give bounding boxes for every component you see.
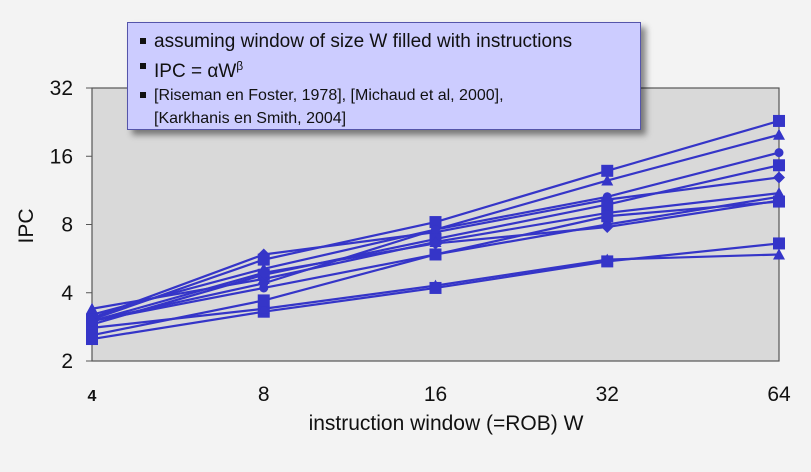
- bullet-icon: [140, 92, 146, 98]
- x-tick-label: 64: [767, 383, 791, 406]
- data-point: [257, 253, 270, 266]
- note-references: [Riseman en Foster, 1978], [Michaud et a…: [154, 84, 504, 130]
- formula-prefix: IPC =: [154, 61, 208, 82]
- data-point: [774, 148, 784, 158]
- data-point: [773, 114, 785, 127]
- note-row-2: IPC = αWβ: [138, 54, 630, 84]
- y-tick-label: 4: [61, 282, 73, 305]
- bullet-icon: [140, 63, 146, 69]
- series-layer: [86, 114, 785, 346]
- x-tick-label: 16: [424, 383, 447, 406]
- data-point: [429, 216, 442, 229]
- x-axis-title: instruction window (=ROB) W: [309, 412, 584, 435]
- data-point: [86, 308, 98, 320]
- y-axis-ticks: 2 4 8 16 32: [50, 77, 92, 373]
- data-point: [773, 237, 785, 250]
- y-tick-label: 16: [50, 145, 73, 168]
- data-point: [429, 279, 442, 291]
- x-axis-ticks: 4 8 16 32 64: [88, 383, 791, 406]
- y-tick-label: 8: [61, 214, 73, 237]
- x-tick-label: 4: [88, 388, 97, 405]
- data-point: [601, 164, 614, 177]
- data-point: [601, 198, 614, 211]
- data-point: [257, 294, 270, 307]
- data-point: [257, 266, 270, 279]
- formula-beta: β: [236, 59, 244, 73]
- note-row-3: [Riseman en Foster, 1978], [Michaud et a…: [138, 84, 630, 130]
- y-tick-label: 2: [61, 350, 73, 373]
- x-tick-label: 32: [596, 383, 619, 406]
- note-text-4: [Karkhanis en Smith, 2004]: [154, 110, 347, 127]
- data-point: [773, 187, 785, 199]
- data-point: [429, 248, 442, 261]
- formula-w: W: [218, 61, 237, 82]
- data-point: [86, 315, 98, 328]
- data-point: [601, 210, 614, 223]
- data-point: [257, 302, 270, 314]
- note-text-1: assuming window of size W filled with in…: [154, 31, 573, 52]
- data-point: [431, 225, 440, 235]
- data-point: [259, 278, 269, 288]
- data-point: [86, 329, 98, 342]
- note-text-3: [Riseman en Foster, 1978], [Michaud et a…: [154, 87, 504, 104]
- note-row-1: assuming window of size W filled with in…: [138, 29, 630, 54]
- data-point: [429, 237, 442, 250]
- data-point: [773, 171, 785, 184]
- y-axis-title: IPC: [15, 208, 38, 243]
- y-tick-label: 32: [50, 77, 73, 100]
- data-point: [601, 253, 614, 265]
- data-point: [86, 302, 98, 314]
- formula-alpha: α: [207, 61, 219, 82]
- note-formula: IPC = αWβ: [154, 54, 243, 84]
- data-point: [601, 174, 614, 186]
- data-point: [602, 192, 612, 202]
- data-point: [773, 248, 785, 260]
- data-point: [773, 159, 785, 172]
- x-tick-label: 8: [258, 383, 270, 406]
- bullet-icon: [140, 38, 146, 44]
- data-point: [773, 128, 785, 140]
- data-point: [601, 220, 614, 233]
- data-point: [773, 194, 785, 207]
- model-notes-box: assuming window of size W filled with in…: [127, 22, 641, 130]
